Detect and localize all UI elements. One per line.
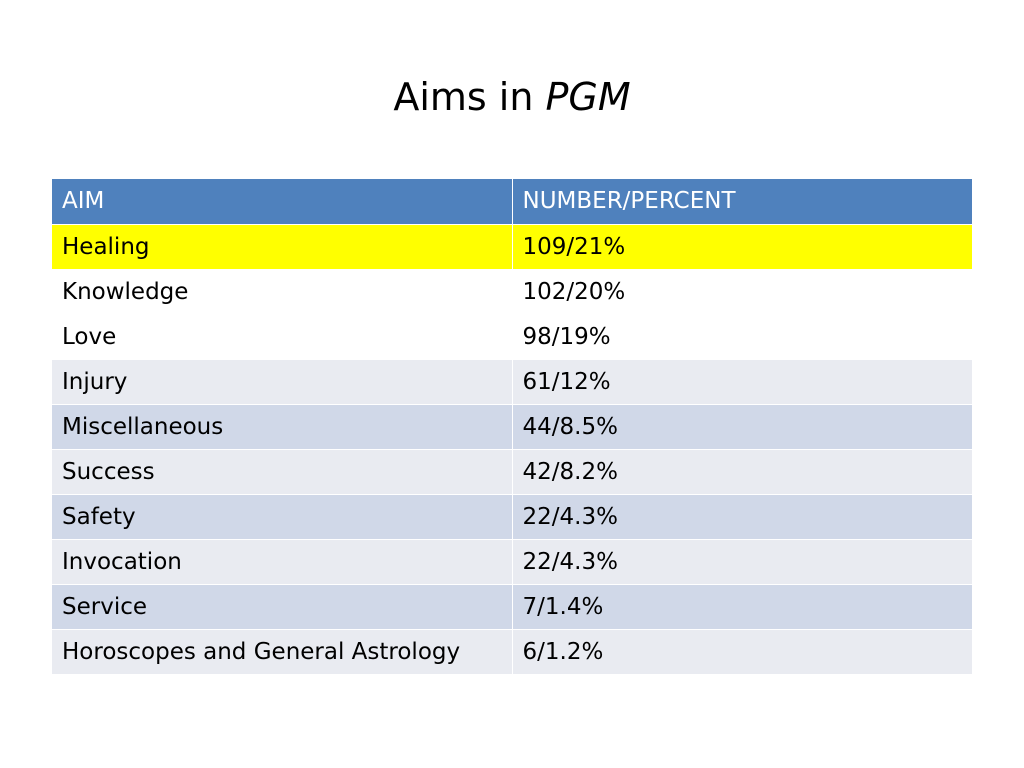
aim-cell: Success [52,449,513,494]
value-cell: 61/12% [522,368,611,395]
table-row: Healing 109/21% [52,224,972,269]
value-cell: 109/21% [522,233,626,260]
table-row: Love 98/19% [52,314,972,359]
value-cell: 44/8.5% [522,413,618,440]
table-row: Safety 22/4.3% [52,494,972,539]
value-cell: 22/4.3% [522,548,618,575]
slide-title-emphasis: PGM [545,75,631,119]
table-row: Service 7/1.4% [52,584,972,629]
value-cell: 6/1.2% [522,638,604,665]
value-cell: 7/1.4% [522,593,604,620]
aim-cell: Miscellaneous [52,404,513,449]
table-row: Knowledge 102/20% [52,269,972,314]
slide-title: Aims in PGM [0,70,1024,124]
slide-title-prefix: Aims in [393,75,546,119]
aim-cell: Healing [52,224,513,269]
table-row: Horoscopes and General Astrology 6/1.2% [52,629,972,674]
aim-cell: Service [52,584,513,629]
header-aim: AIM [52,179,513,224]
value-cell: 102/20% [522,278,626,305]
table-row: Invocation 22/4.3% [52,539,972,584]
aim-cell: Safety [52,494,513,539]
value-cell: 98/19% [522,323,611,350]
aim-cell: Knowledge [52,269,513,314]
table-row: Success 42/8.2% [52,449,972,494]
aim-cell: Horoscopes and General Astrology [52,629,513,674]
header-number-percent: NUMBER/PERCENT [512,179,972,224]
value-cell: 22/4.3% [522,503,618,530]
aim-cell: Invocation [52,539,513,584]
table-header-row: AIM NUMBER/PERCENT [52,179,972,224]
table-row: Miscellaneous 44/8.5% [52,404,972,449]
table-row: Injury 61/12% [52,359,972,404]
value-cell: 42/8.2% [522,458,618,485]
aim-cell: Love [52,314,513,359]
aim-cell: Injury [52,359,513,404]
aims-table: AIM NUMBER/PERCENT Healing 109/21% Knowl… [52,179,972,674]
